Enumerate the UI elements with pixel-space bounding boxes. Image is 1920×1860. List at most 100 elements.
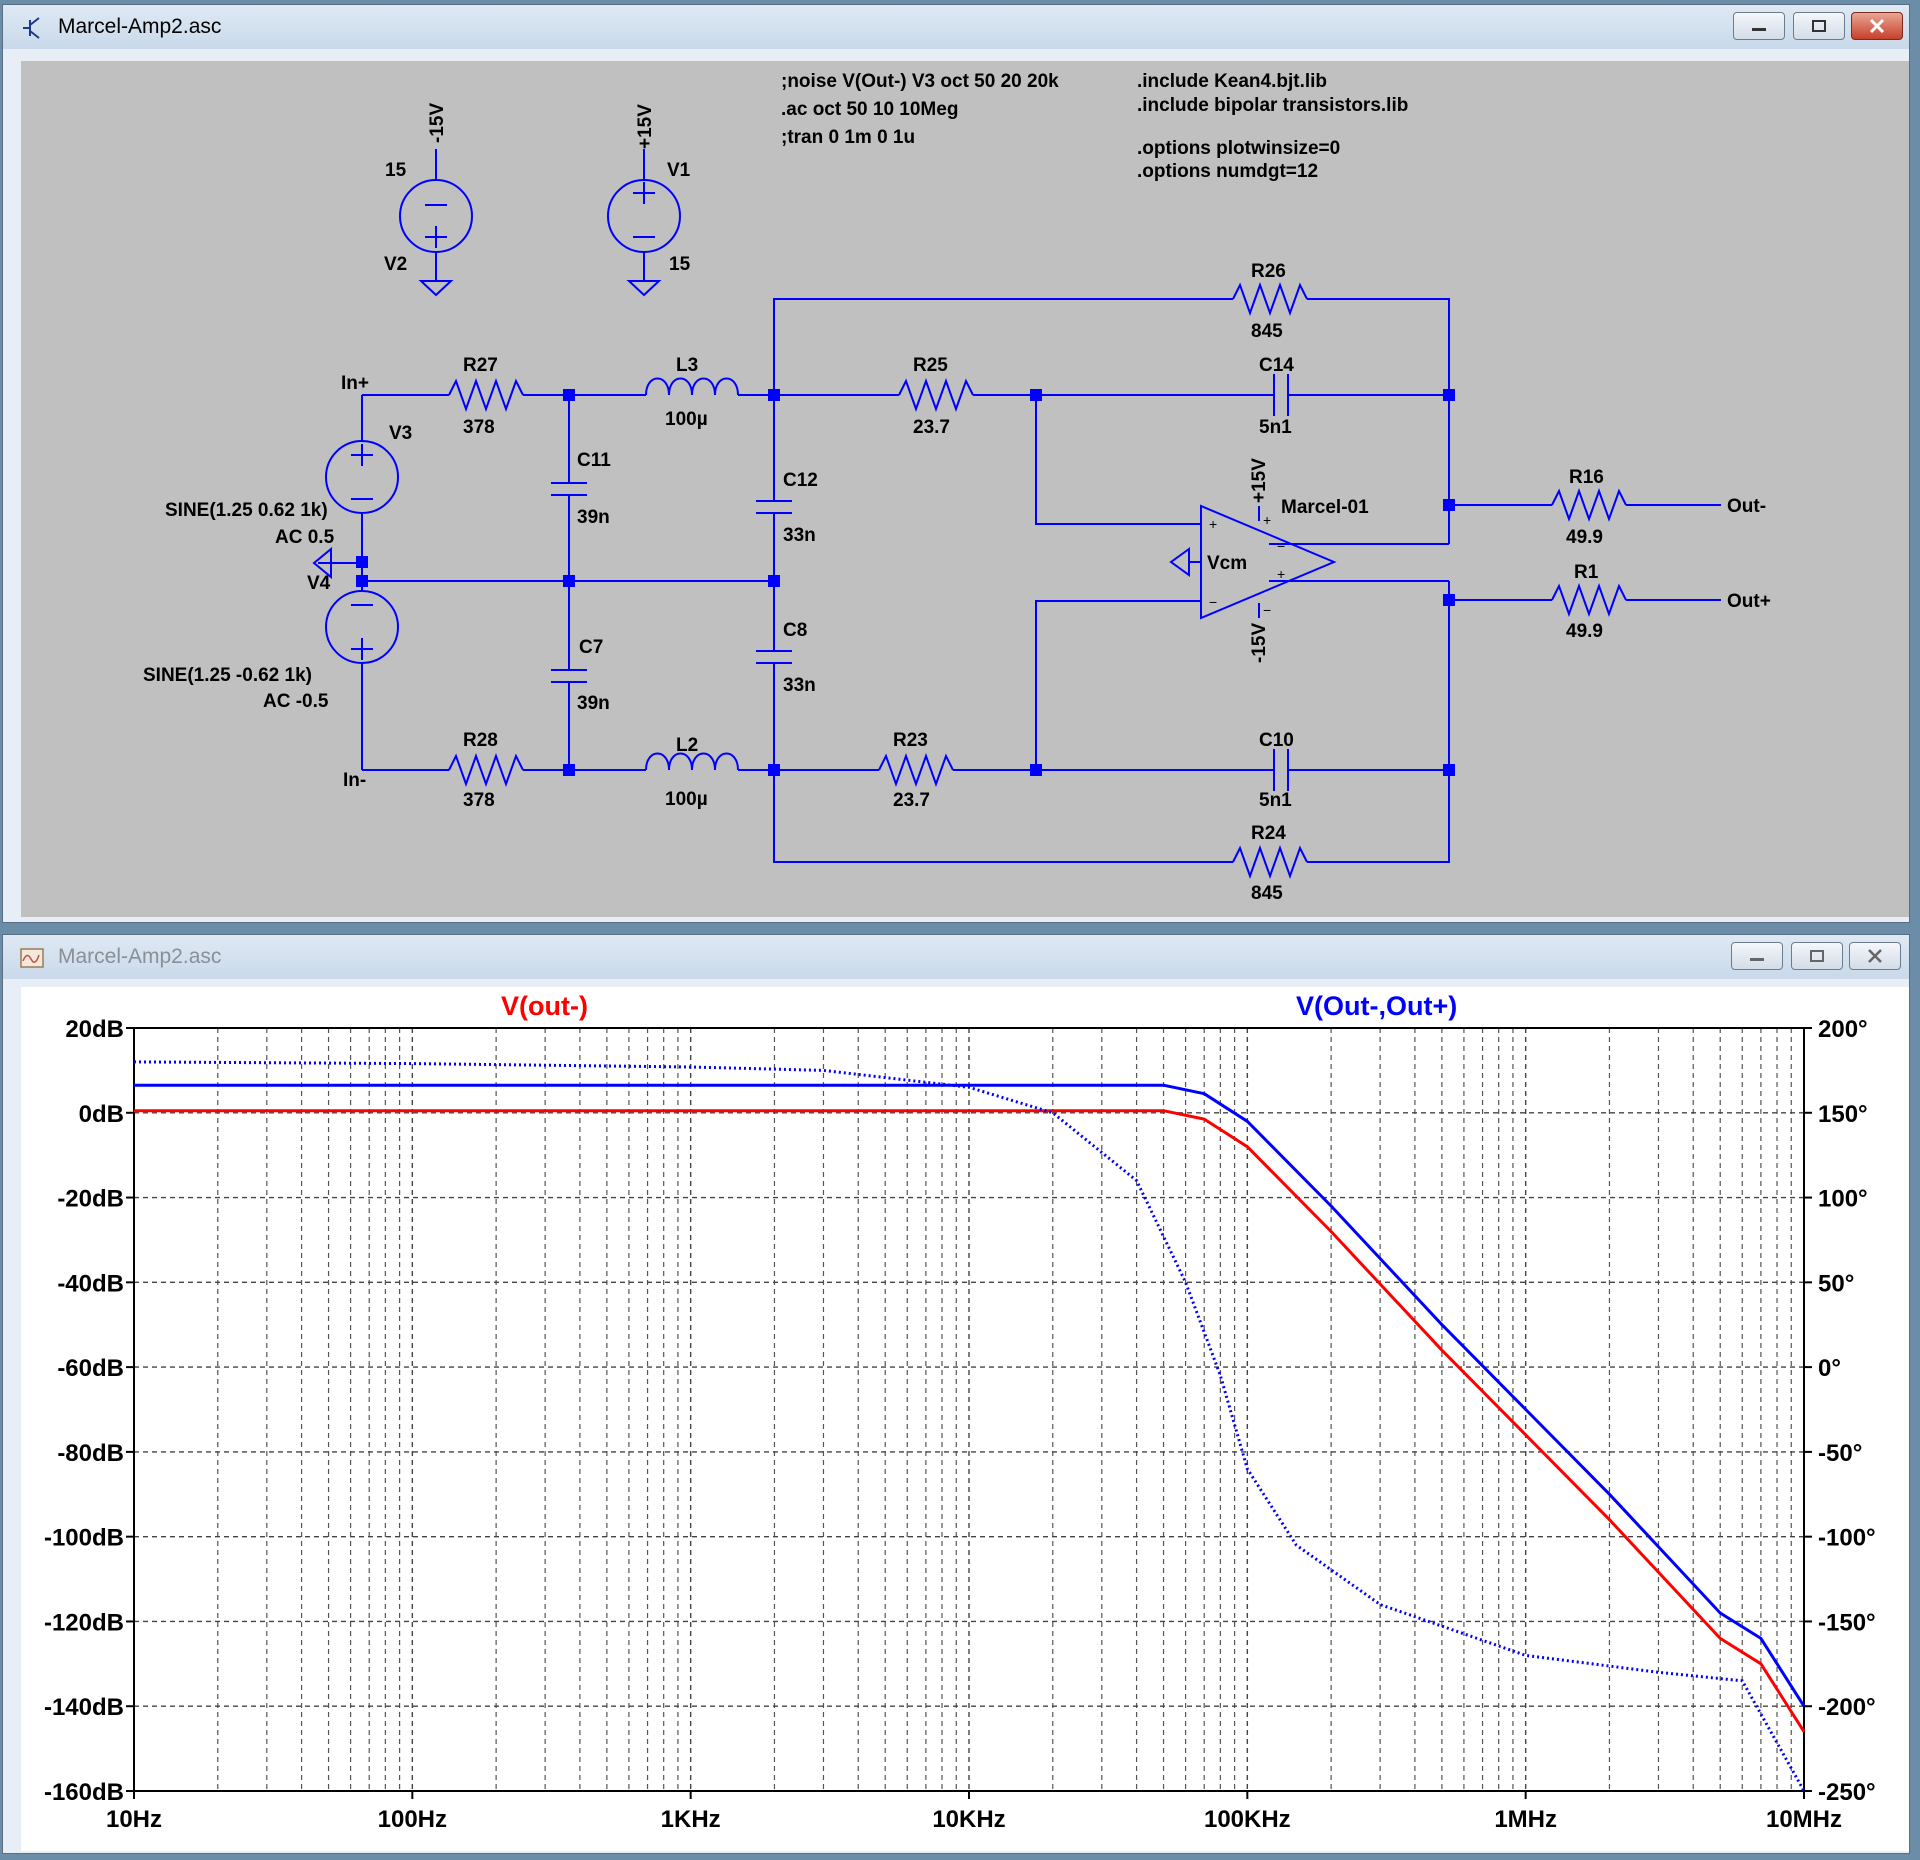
y-tick-label-left: -100dB: [44, 1525, 124, 1552]
r28-value: 378: [463, 790, 495, 811]
y-tick-label-right: 100°: [1818, 1186, 1868, 1213]
v2-rail-label: -15V: [427, 103, 448, 143]
directive-options-2: .options numdgt=12: [1137, 161, 1318, 182]
v3-sine: SINE(1.25 0.62 1k): [165, 500, 328, 521]
c11-value: 39n: [577, 507, 610, 528]
directive-ac: .ac oct 50 10 10Meg: [781, 99, 958, 120]
series-line-3: [133, 1060, 1806, 1792]
y-tick-label-left: -140dB: [44, 1694, 124, 1721]
y-tick-label-left: -60dB: [57, 1355, 124, 1382]
v1-label: V1: [667, 160, 691, 181]
in-plus-label: In+: [341, 373, 369, 394]
schematic-window: Marcel-Amp2.asc: [2, 4, 1910, 923]
r26-value: 845: [1251, 321, 1283, 342]
c14-label: C14: [1259, 355, 1294, 376]
y-tick-label-right: 200°: [1818, 1016, 1868, 1043]
r26-label: R26: [1251, 261, 1286, 282]
c7-label: C7: [579, 637, 603, 658]
directive-include-2: .include bipolar transistors.lib: [1137, 95, 1408, 116]
c14-value: 5n1: [1259, 417, 1292, 438]
y-tick-label-left: -160dB: [44, 1779, 124, 1806]
y-tick-label-right: 0°: [1818, 1355, 1841, 1382]
v2-label: V2: [384, 254, 407, 275]
out-plus-label: Out+: [1727, 591, 1771, 612]
opamp-neg-rail: -15V: [1249, 623, 1270, 663]
plot-canvas[interactable]: 10Hz 100Hz 1KHz 10KHz 100KHz 1MHz 10MHz 20dB 0dB…: [21, 987, 1909, 1851]
schematic-canvas[interactable]: +− +− +− ;noise V(Out-) V3 oct 50 20 20k…: [21, 61, 1909, 917]
minimize-icon: [1752, 28, 1766, 31]
window-title: Marcel-Amp2.asc: [58, 15, 222, 38]
svg-text:−: −: [1277, 538, 1285, 554]
out-minus-label: Out-: [1727, 496, 1766, 517]
v1-value: 15: [669, 254, 691, 275]
minimize-button[interactable]: [1733, 12, 1785, 40]
close-button[interactable]: [1849, 942, 1901, 970]
svg-text:+: +: [1277, 566, 1285, 582]
x-tick-label: 1MHz: [1494, 1806, 1557, 1833]
v1-rail-label: +15V: [635, 104, 656, 149]
v4-sine: SINE(1.25 -0.62 1k): [143, 665, 312, 686]
r25-label: R25: [913, 355, 948, 376]
x-tick-label: 10MHz: [1766, 1806, 1842, 1833]
c10-label: C10: [1259, 730, 1294, 751]
r1-value: 49.9: [1566, 621, 1603, 642]
r27-label: R27: [463, 355, 498, 376]
y-tick-label-right: 150°: [1818, 1101, 1868, 1128]
svg-text:+: +: [1209, 516, 1217, 532]
r16-label: R16: [1569, 467, 1604, 488]
y-tick-label-left: -80dB: [57, 1440, 124, 1467]
c11-label: C11: [577, 450, 611, 471]
transistor-icon: [23, 17, 40, 39]
v4-ac: AC -0.5: [263, 691, 329, 712]
r24-value: 845: [1251, 883, 1283, 904]
legend-series-1[interactable]: V(out-): [501, 991, 588, 1021]
r24-label: R24: [1251, 823, 1286, 844]
x-tick-label: 100KHz: [1204, 1806, 1291, 1833]
c7-value: 39n: [577, 693, 610, 714]
v3-ac: AC 0.5: [275, 527, 335, 548]
directive-noise: ;noise V(Out-) V3 oct 50 20 20k: [781, 71, 1059, 92]
window-title: Marcel-Amp2.asc: [58, 945, 222, 968]
series-line-2: [134, 1083, 1806, 1708]
close-icon: [1869, 18, 1885, 34]
maximize-icon: [1812, 20, 1826, 32]
maximize-button[interactable]: [1793, 12, 1845, 40]
v2-value: 15: [385, 160, 407, 181]
waveform-icon: [20, 948, 44, 968]
y-tick-label-right: -50°: [1818, 1440, 1862, 1467]
r23-label: R23: [893, 730, 928, 751]
svg-text:−: −: [1209, 594, 1217, 610]
c10-value: 5n1: [1259, 790, 1292, 811]
maximize-icon: [1810, 950, 1824, 962]
r28-label: R28: [463, 730, 498, 751]
plot-titlebar[interactable]: Marcel-Amp2.asc: [3, 935, 1909, 979]
schematic-titlebar[interactable]: Marcel-Amp2.asc: [3, 5, 1909, 49]
svg-text:−: −: [1263, 602, 1271, 618]
y-tick-label-left: 0dB: [79, 1101, 124, 1128]
y-tick-label-left: 20dB: [65, 1016, 124, 1043]
l2-label: L2: [676, 735, 698, 756]
y-tick-label-right: 50°: [1818, 1270, 1854, 1297]
c12-value: 33n: [783, 525, 816, 546]
close-button[interactable]: [1851, 12, 1903, 40]
opamp-label: Marcel-01: [1281, 497, 1369, 518]
y-tick-label-left: -120dB: [44, 1609, 124, 1636]
c8-value: 33n: [783, 675, 816, 696]
l2-value: 100µ: [665, 789, 708, 810]
directive-options-1: .options plotwinsize=0: [1137, 138, 1340, 159]
legend-series-2[interactable]: V(Out-,Out+): [1296, 991, 1457, 1021]
l3-label: L3: [676, 355, 698, 376]
opamp-pos-rail: +15V: [1249, 458, 1270, 503]
minimize-button[interactable]: [1731, 942, 1783, 970]
c8-label: C8: [783, 620, 807, 641]
x-tick-label: 100Hz: [378, 1806, 447, 1833]
y-tick-label-left: -20dB: [57, 1186, 124, 1213]
svg-text:+: +: [1263, 512, 1271, 528]
plot-window: Marcel-Amp2.asc 10Hz 100Hz 1KHz 10KHz 100KHz…: [2, 934, 1910, 1854]
in-minus-label: In-: [343, 770, 366, 791]
maximize-button[interactable]: [1791, 942, 1843, 970]
x-tick-label: 10Hz: [106, 1806, 162, 1833]
y-tick-label-right: -150°: [1818, 1609, 1876, 1636]
r16-value: 49.9: [1566, 527, 1603, 548]
minimize-icon: [1750, 958, 1764, 961]
